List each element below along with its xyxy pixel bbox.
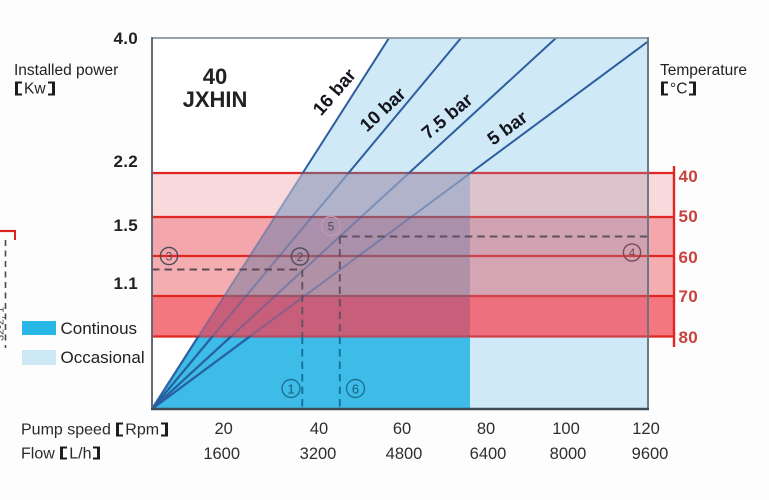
- svg-text:1: 1: [287, 382, 294, 397]
- svg-text:3: 3: [166, 250, 173, 264]
- svg-text:2: 2: [297, 250, 304, 264]
- svg-text:32-2, 1: 32-2, 1: [0, 307, 7, 341]
- svg-text:5: 5: [328, 220, 335, 234]
- svg-text:4: 4: [629, 246, 636, 260]
- svg-text:6: 6: [352, 382, 359, 397]
